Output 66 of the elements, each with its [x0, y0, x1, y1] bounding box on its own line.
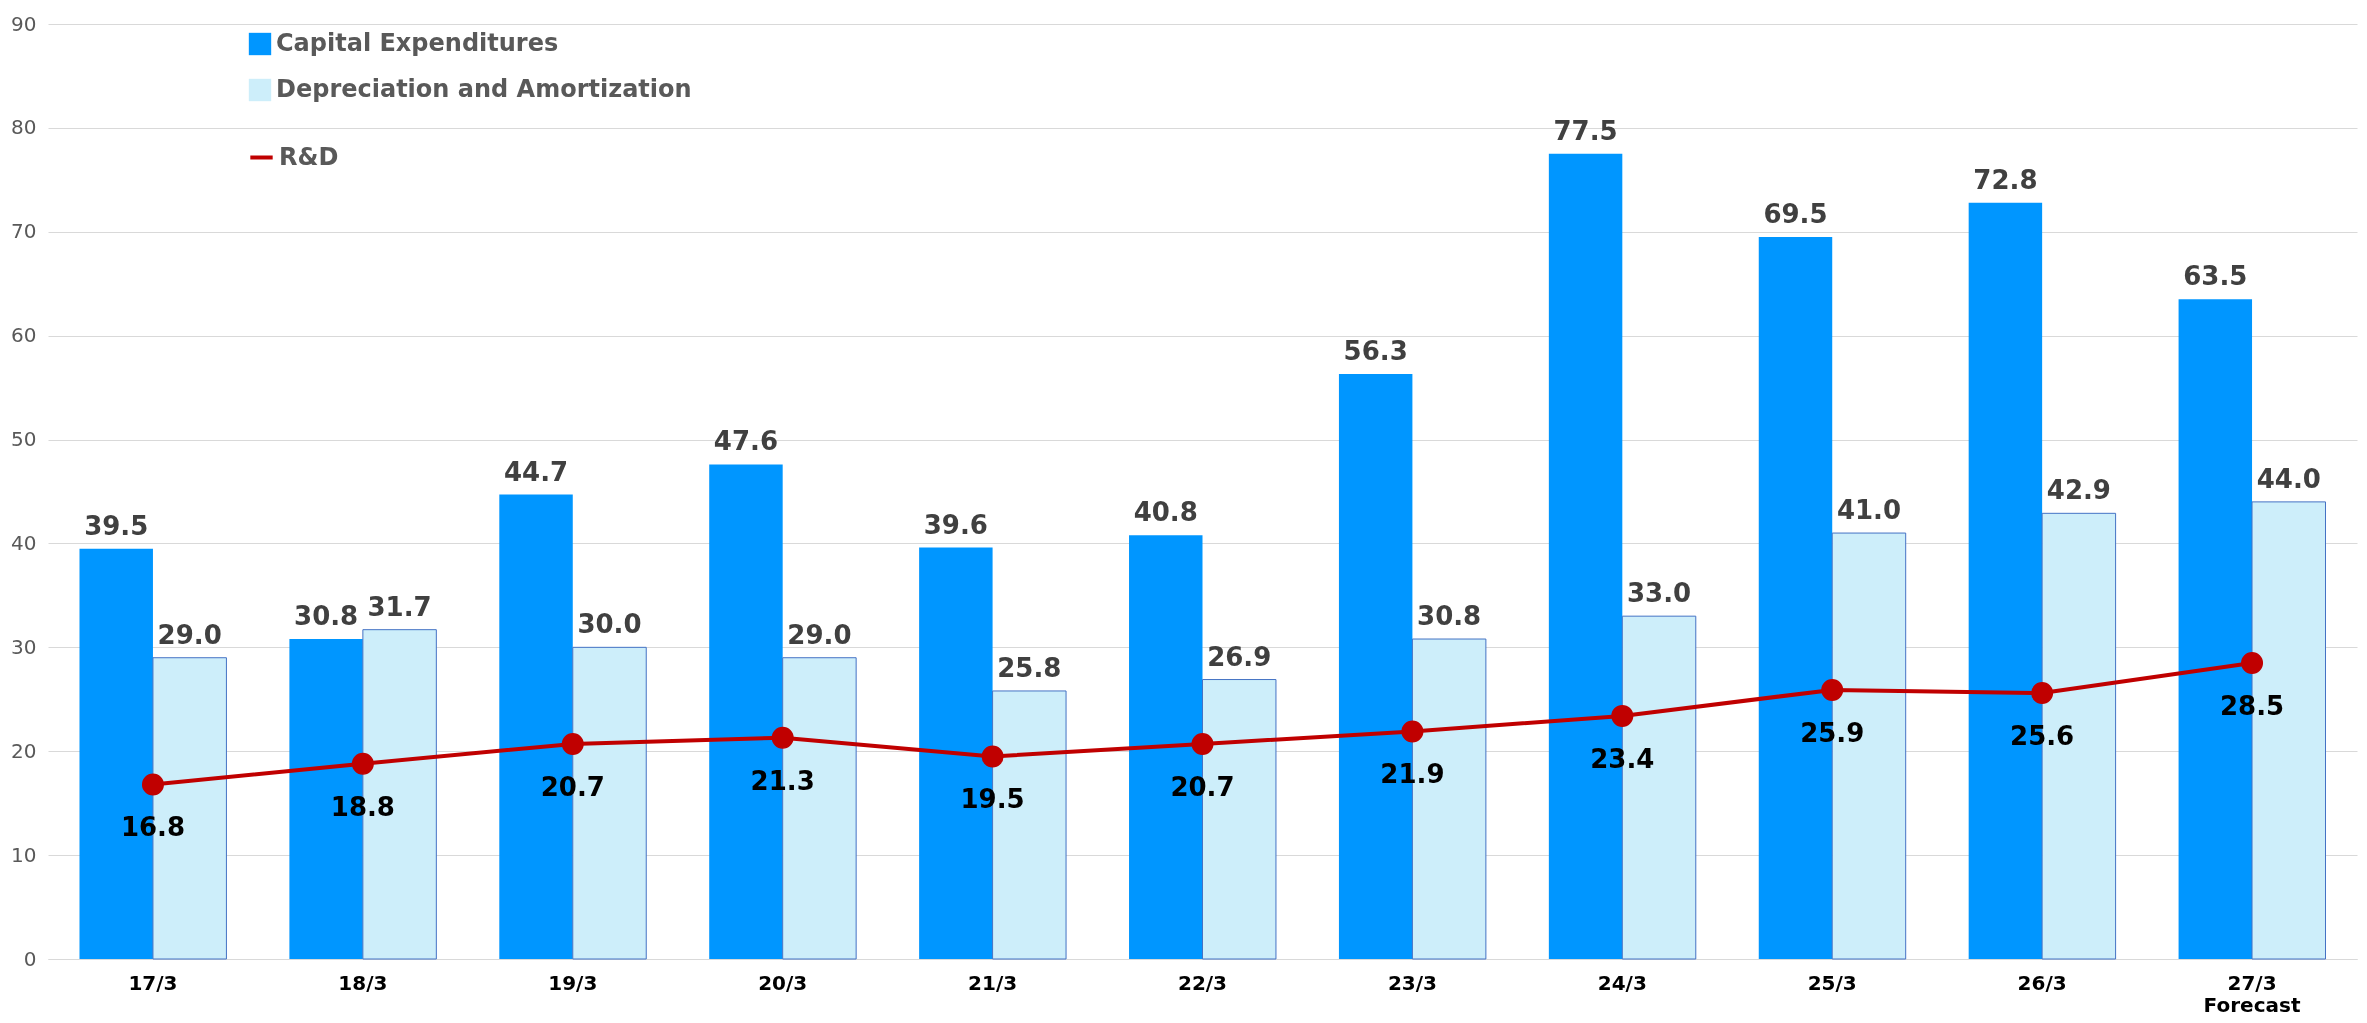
- data-label: 44.0: [2256, 463, 2321, 494]
- data-label: 23.4: [1590, 743, 1655, 774]
- y-tick-label: 40: [11, 530, 37, 555]
- point: [351, 752, 374, 775]
- data-label: 25.9: [1800, 717, 1865, 748]
- data-label: 72.8: [1973, 164, 2038, 195]
- x-tick-label: 22/3: [1177, 970, 1228, 995]
- data-label: 63.5: [2183, 261, 2248, 292]
- x-tick-label: 18/3: [338, 970, 388, 995]
- point: [1611, 704, 1634, 727]
- data-label: 69.5: [1763, 198, 1828, 229]
- point: [1821, 678, 1844, 701]
- y-tick-label: 90: [11, 11, 37, 36]
- y-tick-label: 50: [11, 427, 37, 452]
- y-tick-label: 20: [11, 738, 37, 763]
- y-tick-label: 30: [11, 634, 37, 659]
- data-label: 30.8: [294, 601, 359, 632]
- legend-label: Capital Expenditures: [276, 29, 559, 57]
- legend-label: Depreciation and Amortization: [276, 75, 692, 103]
- data-label: 39.5: [84, 510, 149, 541]
- data-label: 29.0: [157, 619, 222, 650]
- data-label: 56.3: [1343, 336, 1408, 367]
- x-tick-label: 24/3: [1597, 970, 1647, 995]
- y-tick-label: 80: [11, 115, 37, 140]
- point: [561, 732, 584, 755]
- point: [771, 726, 794, 749]
- data-label: 21.3: [750, 765, 815, 796]
- data-label: 33.0: [1626, 578, 1692, 609]
- data-label: 30.8: [1417, 601, 1482, 632]
- point: [981, 745, 1004, 768]
- point: [2241, 651, 2264, 674]
- data-label: 39.6: [923, 509, 988, 540]
- data-label: 20.7: [1170, 771, 1235, 802]
- data-label: 28.5: [2219, 690, 2285, 721]
- x-tick-label: 21/3: [968, 970, 1018, 995]
- x-tick-label: 20/3: [758, 970, 808, 995]
- point: [2031, 682, 2054, 705]
- data-label: 77.5: [1553, 115, 1618, 146]
- data-label: 19.5: [960, 784, 1025, 815]
- x-tick-label: 25/3: [1807, 970, 1857, 995]
- data-label: 21.9: [1380, 759, 1445, 790]
- data-label: 29.0: [787, 619, 852, 650]
- x-tick-label: 19/3: [548, 970, 598, 995]
- legend-label: R&D: [279, 142, 339, 171]
- data-label: 26.9: [1207, 641, 1272, 672]
- data-label: 20.7: [540, 771, 605, 802]
- data-label: 31.7: [367, 591, 432, 622]
- y-tick-label: 0: [23, 946, 37, 971]
- point: [141, 773, 164, 796]
- point: [1191, 732, 1214, 755]
- point: [1401, 720, 1424, 743]
- y-tick-label: 60: [11, 323, 37, 348]
- data-label: 44.7: [503, 456, 569, 487]
- x-tick-label: 23/3: [1387, 970, 1437, 995]
- data-label: 41.0: [1836, 495, 1902, 526]
- data-label: 42.9: [2046, 475, 2111, 506]
- y-tick-label: 10: [11, 842, 37, 867]
- data-label: 40.8: [1133, 497, 1198, 528]
- data-label: 25.8: [997, 652, 1062, 683]
- data-label: 25.6: [2010, 721, 2075, 752]
- x-tick-label: 17/3: [128, 970, 178, 995]
- x-tick-label: 27/3 Forecast: [2203, 970, 2301, 1017]
- data-label: 47.6: [713, 426, 779, 457]
- x-tick-label: 26/3: [2017, 970, 2067, 995]
- data-label: 30.0: [577, 609, 642, 640]
- y-tick-label: 70: [11, 219, 37, 244]
